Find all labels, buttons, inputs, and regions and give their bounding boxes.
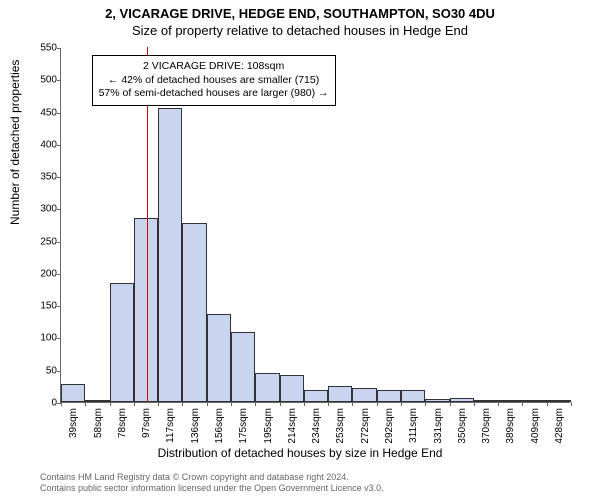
x-tick-label: 331sqm [433, 408, 444, 444]
y-tick-mark [57, 371, 61, 372]
x-tick-label: 195sqm [263, 408, 274, 444]
histogram-bar [280, 375, 304, 402]
x-tick-label: 311sqm [408, 408, 419, 443]
annotation-line: 2 VICARAGE DRIVE: 108sqm [99, 60, 329, 74]
y-tick-mark [57, 145, 61, 146]
histogram-bar [450, 398, 474, 402]
histogram-bar [498, 400, 522, 402]
chart-plot-area: 05010015020025030035040045050055039sqm58… [60, 48, 570, 403]
x-tick-mark [158, 402, 159, 406]
x-tick-label: 253sqm [335, 408, 346, 444]
x-tick-label: 234sqm [311, 408, 322, 444]
histogram-bar [352, 388, 376, 402]
x-tick-mark [571, 402, 572, 406]
histogram-bar [401, 390, 425, 402]
x-tick-label: 39sqm [68, 408, 79, 438]
histogram-bar [182, 223, 206, 402]
histogram-bar [231, 332, 255, 402]
x-tick-mark [328, 402, 329, 406]
histogram-bar [61, 384, 85, 402]
x-tick-label: 370sqm [481, 408, 492, 444]
y-tick-mark [57, 177, 61, 178]
x-tick-label: 214sqm [287, 408, 298, 444]
histogram-bar [425, 399, 449, 402]
histogram-bar [85, 400, 109, 402]
histogram-bar [255, 373, 279, 402]
chart-title: 2, VICARAGE DRIVE, HEDGE END, SOUTHAMPTO… [0, 0, 600, 40]
y-tick-mark [57, 274, 61, 275]
x-tick-label: 78sqm [117, 408, 128, 438]
histogram-bar [328, 386, 352, 402]
x-tick-mark [110, 402, 111, 406]
x-tick-label: 97sqm [141, 408, 152, 438]
x-tick-label: 136sqm [190, 408, 201, 444]
y-tick-mark [57, 80, 61, 81]
x-tick-mark [450, 402, 451, 406]
x-tick-mark [352, 402, 353, 406]
x-tick-mark [401, 402, 402, 406]
title-subtitle: Size of property relative to detached ho… [0, 23, 600, 40]
y-axis-label: Number of detached properties [8, 60, 22, 225]
histogram-bar [377, 390, 401, 402]
histogram-bar [547, 400, 571, 402]
x-tick-mark [207, 402, 208, 406]
x-tick-label: 428sqm [554, 408, 565, 444]
x-tick-mark [280, 402, 281, 406]
footer-attribution: Contains HM Land Registry data © Crown c… [40, 472, 384, 495]
y-tick-mark [57, 48, 61, 49]
annotation-line: ← 42% of detached houses are smaller (71… [99, 74, 329, 88]
annotation-callout: 2 VICARAGE DRIVE: 108sqm← 42% of detache… [92, 55, 336, 106]
x-tick-mark [474, 402, 475, 406]
x-tick-mark [61, 402, 62, 406]
histogram-bar [207, 314, 231, 402]
y-tick-mark [57, 338, 61, 339]
x-tick-label: 175sqm [238, 408, 249, 444]
x-tick-label: 117sqm [165, 408, 176, 443]
x-tick-label: 156sqm [214, 408, 225, 444]
y-tick-mark [57, 209, 61, 210]
x-tick-mark [182, 402, 183, 406]
x-tick-label: 350sqm [457, 408, 468, 444]
x-tick-label: 272sqm [360, 408, 371, 444]
x-tick-mark [85, 402, 86, 406]
x-tick-mark [255, 402, 256, 406]
annotation-line: 57% of semi-detached houses are larger (… [99, 87, 329, 101]
y-tick-mark [57, 306, 61, 307]
y-tick-mark [57, 242, 61, 243]
x-tick-label: 58sqm [93, 408, 104, 438]
x-tick-mark [231, 402, 232, 406]
histogram-bar [304, 390, 328, 402]
histogram-bar [522, 400, 546, 402]
histogram-bar [110, 283, 134, 402]
x-tick-label: 409sqm [530, 408, 541, 444]
x-tick-mark [377, 402, 378, 406]
x-tick-mark [522, 402, 523, 406]
x-axis-label: Distribution of detached houses by size … [0, 446, 600, 460]
x-tick-mark [134, 402, 135, 406]
x-tick-mark [425, 402, 426, 406]
x-tick-mark [304, 402, 305, 406]
footer-line-2: Contains public sector information licen… [40, 483, 384, 494]
footer-line-1: Contains HM Land Registry data © Crown c… [40, 472, 384, 483]
histogram-bar [158, 108, 182, 402]
x-tick-label: 389sqm [505, 408, 516, 444]
histogram-bar [474, 400, 498, 402]
x-tick-mark [547, 402, 548, 406]
title-address: 2, VICARAGE DRIVE, HEDGE END, SOUTHAMPTO… [0, 6, 600, 23]
x-tick-label: 292sqm [384, 408, 395, 444]
y-tick-mark [57, 113, 61, 114]
x-tick-mark [498, 402, 499, 406]
